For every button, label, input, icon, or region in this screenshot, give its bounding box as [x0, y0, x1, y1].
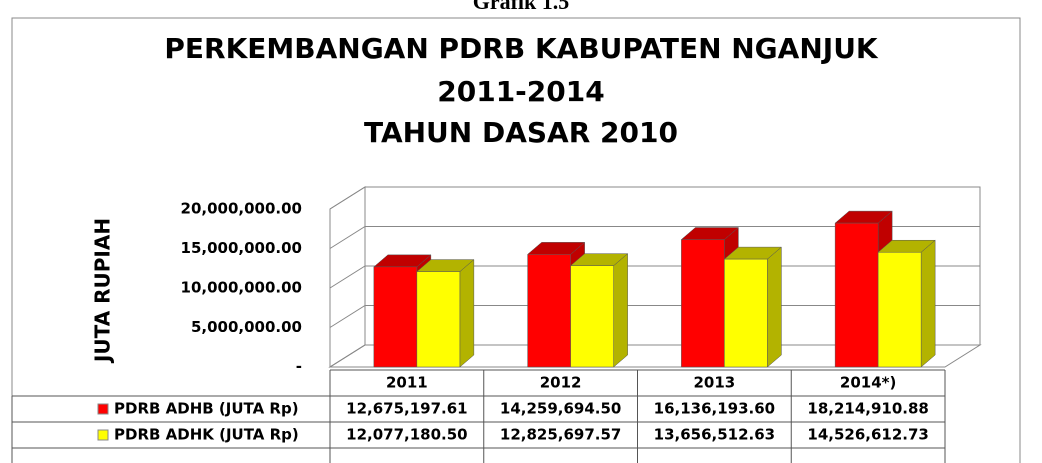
bar-front: [416, 271, 461, 368]
bar-side: [767, 246, 782, 368]
bar-side: [459, 259, 475, 368]
table-value: 14,526,612.73: [807, 426, 928, 444]
y-tick-label: -: [296, 358, 302, 376]
table-value: 12,825,697.57: [500, 426, 621, 444]
bar: [416, 259, 475, 368]
y-tick-label: 10,000,000.00: [181, 279, 302, 297]
y-axis-label: JUTA RUPIAH: [91, 218, 115, 364]
grid-line: [329, 186, 980, 210]
bar-front: [373, 266, 418, 368]
bar-front: [877, 251, 922, 368]
bar-front: [527, 254, 571, 368]
table-value: 13,656,512.63: [654, 426, 775, 444]
bar: [723, 246, 783, 368]
chart-title: 2011-2014: [437, 75, 604, 108]
grid-line: [329, 226, 980, 249]
legend-label: PDRB ADHB (JUTA Rp): [114, 400, 299, 418]
x-tick-label: 2014*): [840, 374, 896, 392]
bar-front: [570, 265, 614, 368]
x-tick-label: 2012: [540, 374, 582, 392]
x-tick-label: 2013: [694, 374, 736, 392]
x-tick-label: 2011: [386, 374, 428, 392]
caption: Grafik 1.5: [473, 0, 570, 14]
bar: [877, 239, 936, 368]
chart-title: TAHUN DASAR 2010: [364, 116, 678, 149]
bar-side: [613, 253, 628, 368]
table-value: 14,259,694.50: [500, 400, 621, 418]
table-value: 12,675,197.61: [346, 400, 467, 418]
table-value: 12,077,180.50: [346, 426, 467, 444]
bar-front: [681, 239, 725, 368]
bar-front: [834, 222, 879, 368]
table-value: 16,136,193.60: [654, 400, 775, 418]
legend-swatch: [97, 403, 109, 415]
chart-frame: [11, 17, 1021, 463]
legend-label: PDRB ADHK (JUTA Rp): [114, 426, 299, 444]
y-tick-label: 5,000,000.00: [191, 318, 302, 336]
y-tick-label: 20,000,000.00: [181, 200, 302, 218]
bar: [569, 253, 629, 368]
legend-swatch: [97, 429, 109, 441]
y-tick-label: 15,000,000.00: [181, 239, 302, 257]
bar-side: [920, 239, 936, 368]
table-value: 18,214,910.88: [807, 400, 928, 418]
chart-title: PERKEMBANGAN PDRB KABUPATEN NGANJUK: [164, 32, 879, 65]
bar-front: [724, 258, 768, 368]
